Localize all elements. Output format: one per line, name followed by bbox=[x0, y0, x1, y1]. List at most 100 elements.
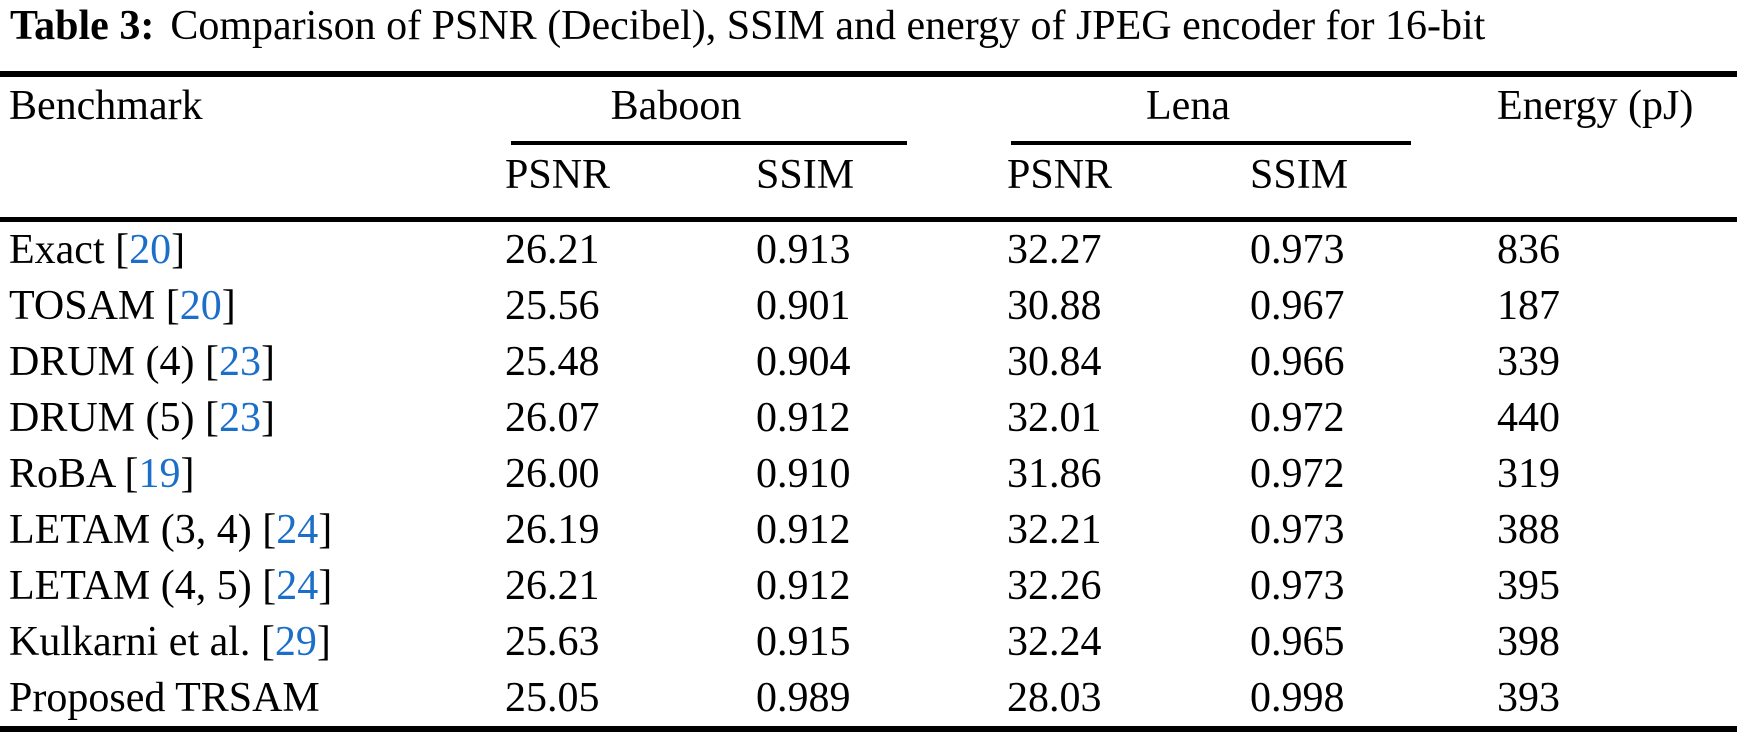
lena-ssim-cell: 0.998 bbox=[1250, 675, 1345, 721]
header-row-groups: Benchmark Baboon Lena Energy (pJ) bbox=[0, 74, 1737, 222]
benchmark-cell: LETAM (4, 5) [24] bbox=[0, 558, 505, 614]
column-header-baboon-psnr: PSNR bbox=[505, 145, 756, 222]
energy-cell: 187 bbox=[1497, 283, 1561, 329]
lena-ssim-cell: 0.973 bbox=[1250, 563, 1345, 609]
baboon-ssim-cell: 0.904 bbox=[756, 339, 851, 385]
benchmark-label: TOSAM [ bbox=[9, 283, 180, 329]
baboon-psnr-cell: 25.48 bbox=[505, 339, 600, 385]
citation-link[interactable]: 20 bbox=[129, 227, 172, 273]
table-row: RoBA [19] 26.00 0.910 31.86 0.972 319 bbox=[0, 446, 1737, 502]
lena-group-rule bbox=[1011, 141, 1411, 145]
table-row: DRUM (4) [23] 25.48 0.904 30.84 0.966 33… bbox=[0, 334, 1737, 390]
benchmark-cell: DRUM (4) [23] bbox=[0, 334, 505, 390]
lena-ssim-cell: 0.973 bbox=[1250, 507, 1345, 553]
lena-psnr-cell: 32.24 bbox=[1007, 619, 1102, 665]
benchmark-cell: Kulkarni et al. [29] bbox=[0, 614, 505, 670]
baboon-ssim-cell: 0.912 bbox=[756, 563, 851, 609]
citation-link[interactable]: 24 bbox=[276, 563, 319, 609]
column-group-lena: Lena bbox=[1007, 74, 1497, 145]
baboon-ssim-cell: 0.989 bbox=[756, 675, 851, 721]
lena-ssim-cell: 0.967 bbox=[1250, 283, 1345, 329]
benchmark-cell: RoBA [19] bbox=[0, 446, 505, 502]
benchmark-cell: LETAM (3, 4) [24] bbox=[0, 502, 505, 558]
lena-psnr-cell: 32.01 bbox=[1007, 395, 1102, 441]
benchmark-label: Exact [ bbox=[9, 227, 130, 273]
energy-cell: 319 bbox=[1497, 451, 1561, 497]
baboon-group-rule bbox=[511, 141, 907, 145]
column-group-baboon-label: Baboon bbox=[610, 83, 742, 129]
table-row: LETAM (3, 4) [24] 26.19 0.912 32.21 0.97… bbox=[0, 502, 1737, 558]
energy-cell: 836 bbox=[1497, 227, 1561, 273]
lena-psnr-cell: 28.03 bbox=[1007, 675, 1102, 721]
lena-ssim-cell: 0.972 bbox=[1250, 451, 1345, 497]
benchmark-label: Kulkarni et al. [ bbox=[9, 619, 275, 665]
lena-psnr-cell: 32.27 bbox=[1007, 227, 1102, 273]
citation-link[interactable]: 29 bbox=[274, 619, 317, 665]
header-row-metrics: PSNR SSIM PSNR SSIM bbox=[0, 145, 1737, 222]
lena-ssim-cell: 0.966 bbox=[1250, 339, 1345, 385]
lena-psnr-cell: 32.26 bbox=[1007, 563, 1102, 609]
citation-link[interactable]: 24 bbox=[276, 507, 319, 553]
benchmark-label: DRUM (4) [ bbox=[9, 339, 219, 385]
citation-link[interactable]: 20 bbox=[179, 283, 222, 329]
table-row: LETAM (4, 5) [24] 26.21 0.912 32.26 0.97… bbox=[0, 558, 1737, 614]
baboon-psnr-cell: 25.63 bbox=[505, 619, 600, 665]
table-caption: Table 3: Comparison of PSNR (Decibel), SS… bbox=[0, 0, 1737, 71]
lena-ssim-cell: 0.973 bbox=[1250, 227, 1345, 273]
benchmark-label-close: ] bbox=[316, 619, 331, 665]
baboon-psnr-cell: 26.00 bbox=[505, 451, 600, 497]
baboon-psnr-cell: 25.56 bbox=[505, 283, 600, 329]
benchmark-label-close: ] bbox=[260, 339, 275, 385]
citation-link[interactable]: 23 bbox=[218, 339, 261, 385]
benchmark-label-close: ] bbox=[171, 227, 186, 273]
baboon-psnr-cell: 26.21 bbox=[505, 227, 600, 273]
lena-psnr-cell: 31.86 bbox=[1007, 451, 1102, 497]
baboon-psnr-cell: 26.19 bbox=[505, 507, 600, 553]
baboon-psnr-cell: 26.07 bbox=[505, 395, 600, 441]
comparison-table: Benchmark Baboon Lena Energy (pJ) PSNR S… bbox=[0, 71, 1737, 732]
column-header-lena-psnr: PSNR bbox=[1007, 145, 1250, 222]
energy-cell: 339 bbox=[1497, 339, 1561, 385]
column-header-baboon-ssim: SSIM bbox=[756, 145, 1007, 222]
column-header-benchmark: Benchmark bbox=[0, 74, 505, 222]
benchmark-label: DRUM (5) [ bbox=[9, 395, 219, 441]
energy-cell: 395 bbox=[1497, 563, 1561, 609]
benchmark-label: LETAM (4, 5) [ bbox=[9, 563, 277, 609]
lena-psnr-cell: 30.88 bbox=[1007, 283, 1102, 329]
baboon-ssim-cell: 0.915 bbox=[756, 619, 851, 665]
benchmark-cell: Proposed TRSAM bbox=[0, 670, 505, 729]
benchmark-label-close: ] bbox=[180, 451, 195, 497]
lena-psnr-cell: 30.84 bbox=[1007, 339, 1102, 385]
table-caption-label: Table 3: bbox=[10, 3, 155, 49]
baboon-ssim-cell: 0.901 bbox=[756, 283, 851, 329]
citation-link[interactable]: 19 bbox=[138, 451, 181, 497]
column-group-baboon: Baboon bbox=[505, 74, 1007, 145]
benchmark-label-close: ] bbox=[318, 507, 333, 553]
table-row: Exact [20] 26.21 0.913 32.27 0.973 836 bbox=[0, 220, 1737, 279]
table-caption-text: Comparison of PSNR (Decibel), SSIM and e… bbox=[170, 3, 1486, 49]
benchmark-label-close: ] bbox=[260, 395, 275, 441]
column-group-lena-label: Lena bbox=[1146, 83, 1230, 129]
table-row: DRUM (5) [23] 26.07 0.912 32.01 0.972 44… bbox=[0, 390, 1737, 446]
benchmark-label: RoBA [ bbox=[9, 451, 139, 497]
benchmark-label: Proposed TRSAM bbox=[9, 675, 320, 721]
energy-cell: 398 bbox=[1497, 619, 1561, 665]
column-header-energy: Energy (pJ) bbox=[1497, 74, 1737, 222]
benchmark-cell: TOSAM [20] bbox=[0, 278, 505, 334]
baboon-psnr-cell: 26.21 bbox=[505, 563, 600, 609]
citation-link[interactable]: 23 bbox=[218, 395, 261, 441]
benchmark-label-close: ] bbox=[221, 283, 236, 329]
table-row: TOSAM [20] 25.56 0.901 30.88 0.967 187 bbox=[0, 278, 1737, 334]
lena-psnr-cell: 32.21 bbox=[1007, 507, 1102, 553]
baboon-ssim-cell: 0.912 bbox=[756, 395, 851, 441]
baboon-psnr-cell: 25.05 bbox=[505, 675, 600, 721]
table-row: Kulkarni et al. [29] 25.63 0.915 32.24 0… bbox=[0, 614, 1737, 670]
baboon-ssim-cell: 0.910 bbox=[756, 451, 851, 497]
baboon-ssim-cell: 0.913 bbox=[756, 227, 851, 273]
benchmark-label-close: ] bbox=[318, 563, 333, 609]
benchmark-label: LETAM (3, 4) [ bbox=[9, 507, 277, 553]
lena-ssim-cell: 0.972 bbox=[1250, 395, 1345, 441]
lena-ssim-cell: 0.965 bbox=[1250, 619, 1345, 665]
column-header-lena-ssim: SSIM bbox=[1250, 145, 1498, 222]
